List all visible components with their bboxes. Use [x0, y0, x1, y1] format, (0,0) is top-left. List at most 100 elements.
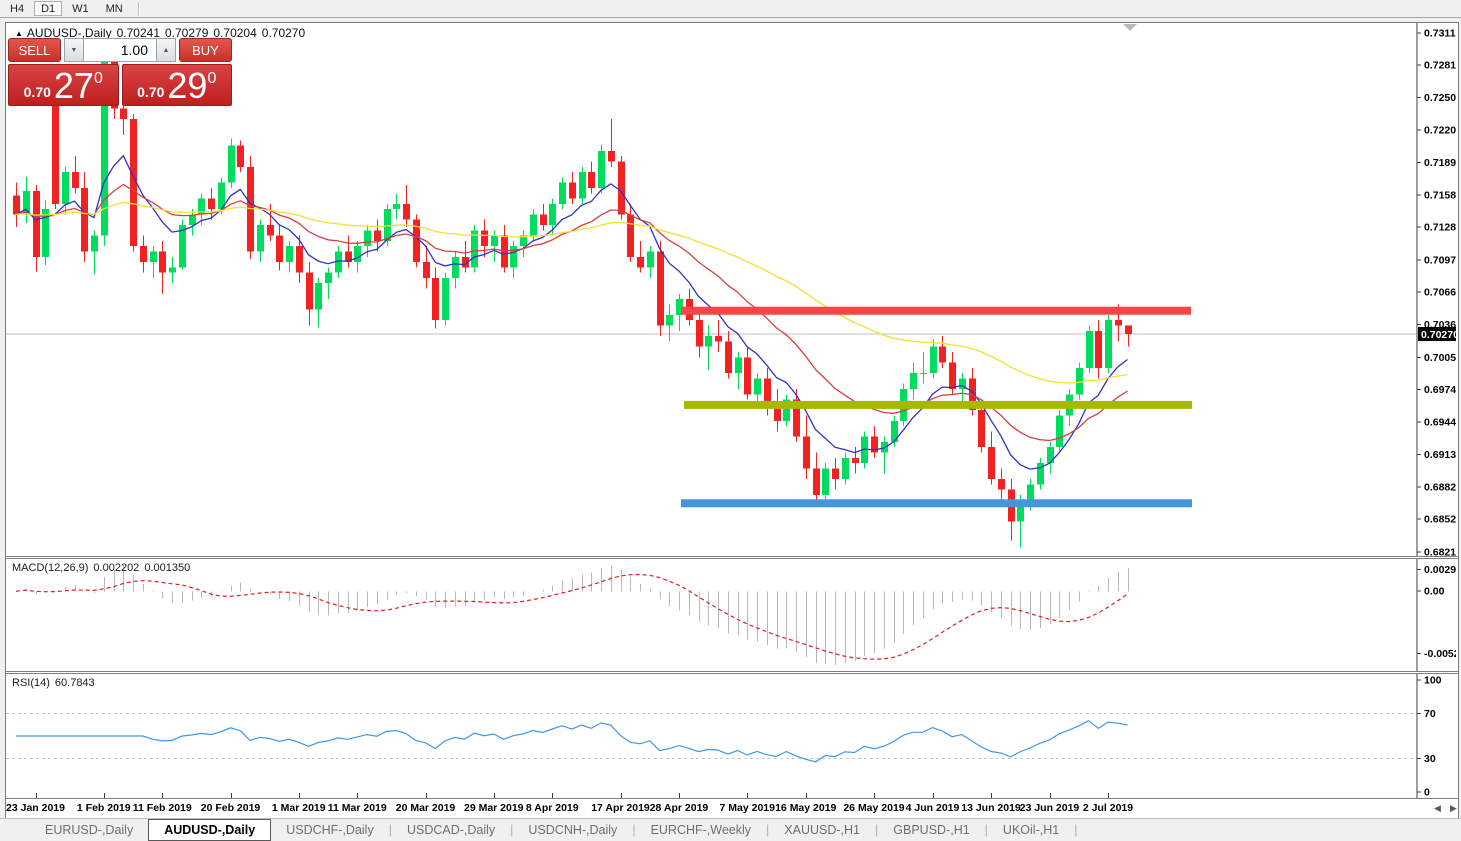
current-price-badge	[1418, 327, 1456, 341]
ohlc-low: 0.70204	[213, 26, 257, 40]
tab-usdcnh-daily[interactable]: USDCNH-,Daily	[528, 823, 618, 837]
resistance-line[interactable]	[681, 306, 1191, 315]
volume-increase-button[interactable]: ▲	[156, 38, 176, 62]
svg-text:0.71585: 0.71585	[1424, 189, 1456, 201]
buy-price-fraction: 0	[207, 70, 217, 87]
scroll-right-icon[interactable]: ▶	[1450, 803, 1457, 813]
macd-indicator-label: MACD(12,26,9) 0.002202 0.001350	[12, 562, 191, 574]
ohlc-high: 0.70279	[165, 26, 209, 40]
date-tick-label: 20 Mar 2019	[395, 802, 456, 814]
svg-text:30: 30	[1424, 753, 1436, 765]
tab-divider: |	[984, 823, 988, 837]
sell-price-pips: 27	[53, 65, 94, 106]
date-tick-label: 17 Apr 2019	[591, 802, 650, 814]
svg-text:-0.005256: -0.005256	[1424, 648, 1456, 660]
macd-signal-line	[15, 573, 1128, 660]
date-tick-label: 11 Mar 2019	[327, 802, 387, 814]
pane-splitter[interactable]	[6, 671, 1458, 674]
date-tick-label: 26 May 2019	[843, 802, 905, 814]
support-line[interactable]	[684, 400, 1192, 409]
rsi-pane[interactable]: 100 70 30 0	[6, 674, 1456, 798]
tab-divider: |	[510, 823, 514, 837]
tab-ukoil-h1[interactable]: UKOil-,H1	[1002, 823, 1060, 837]
date-tick-label: 7 May 2019	[719, 802, 775, 814]
date-tick-label: 11 Feb 2019	[132, 802, 192, 814]
svg-text:0.70665: 0.70665	[1424, 287, 1456, 299]
chevron-down-icon: ▼	[70, 46, 78, 54]
svg-text:0.002984: 0.002984	[1424, 564, 1456, 576]
svg-text:0.70270: 0.70270	[1421, 329, 1456, 341]
svg-text:0.73115: 0.73115	[1424, 27, 1456, 39]
rsi-line	[16, 719, 1128, 763]
macd-pane[interactable]: 0.002984 0.00 -0.005256	[6, 559, 1456, 671]
volume-input[interactable]	[84, 38, 156, 62]
tab-usdcad-daily[interactable]: USDCAD-,Daily	[406, 823, 496, 837]
chart-title: ▲ AUDUSD-,Daily 0.70241 0.70279 0.70204 0.702…	[15, 26, 305, 40]
tab-divider: |	[1074, 823, 1078, 837]
date-tick-label: 1 Feb 2019	[76, 802, 131, 814]
svg-text:0.72505: 0.72505	[1424, 92, 1456, 104]
candles	[13, 52, 1132, 548]
fast-ma	[15, 154, 1128, 470]
date-tick-label: 28 Apr 2019	[649, 802, 709, 814]
timeframe-button-mn[interactable]: MN	[99, 1, 130, 16]
tab-usdchf-daily[interactable]: USDCHF-,Daily	[286, 823, 374, 837]
svg-text:0.68825: 0.68825	[1424, 481, 1456, 493]
sell-price-prefix: 0.70	[23, 84, 51, 100]
svg-text:0.69745: 0.69745	[1424, 384, 1456, 396]
svg-text:0.00: 0.00	[1424, 585, 1445, 597]
sell-price-box[interactable]: 0.70 27 0	[8, 64, 119, 106]
tab-eurusd-daily[interactable]: EURUSD-,Daily	[45, 823, 134, 837]
lower-support-line[interactable]	[681, 499, 1192, 508]
timeframe-button-d1[interactable]: D1	[34, 1, 63, 16]
buy-price-prefix: 0.70	[137, 84, 165, 100]
timeframe-button-h4[interactable]: H4	[3, 1, 31, 16]
date-axis[interactable]: ◀ ▶ 23 Jan 2019 1 Feb 2019 11 Feb 2019 20 F…	[6, 798, 1458, 818]
date-tick-label: 16 May 2019	[775, 802, 837, 814]
pane-splitter[interactable]	[6, 556, 1458, 559]
timeframe-button-w1[interactable]: W1	[65, 1, 96, 16]
sell-button[interactable]: SELL	[8, 38, 61, 62]
sell-price-fraction: 0	[93, 70, 103, 87]
ohlc-close: 0.70270	[261, 26, 306, 40]
toolbar-separator	[137, 1, 140, 16]
date-tick-label: 8 Apr 2019	[525, 802, 579, 814]
rsi-axis[interactable]: 100 70 30 0	[36, 674, 1442, 798]
collapse-arrow-icon[interactable]: ▲	[15, 29, 23, 38]
slow-ma	[15, 201, 1128, 384]
volume-decrease-button[interactable]: ▼	[64, 38, 84, 62]
tab-xauusd-h1[interactable]: XAUUSD-,H1	[784, 823, 861, 837]
macd-axis[interactable]: 0.002984 0.00 -0.005256	[1416, 559, 1456, 671]
date-tick-label: 29 Mar 2019	[463, 802, 524, 814]
svg-text:70: 70	[1424, 708, 1436, 720]
tab-audusd-daily[interactable]: AUDUSD-,Daily	[148, 819, 272, 841]
tab-divider: |	[766, 823, 770, 837]
ohlc-open: 0.70241	[116, 26, 160, 40]
date-tick-label: 2 Jul 2019	[1082, 802, 1134, 814]
tab-eurchf-weekly[interactable]: EURCHF-,Weekly	[650, 823, 752, 837]
date-tick-label: 1 Mar 2019	[271, 802, 326, 814]
buy-price-box[interactable]: 0.70 29 0	[121, 64, 232, 106]
buy-button[interactable]: BUY	[179, 38, 232, 62]
moving-averages	[15, 154, 1128, 470]
tab-gbpusd-h1[interactable]: GBPUSD-,H1	[893, 823, 970, 837]
tab-divider: |	[632, 823, 636, 837]
date-tick-label: 20 Feb 2019	[200, 802, 261, 814]
scroll-to-end-marker-icon	[1123, 24, 1137, 31]
tab-divider: |	[388, 823, 392, 837]
scroll-left-icon[interactable]: ◀	[1434, 803, 1441, 813]
chart-tab-bar: EURUSD-,Daily AUDUSD-,Daily USDCHF-,Daily |…	[0, 818, 1461, 841]
date-tick-label: 4 Jun 2019	[905, 802, 960, 814]
